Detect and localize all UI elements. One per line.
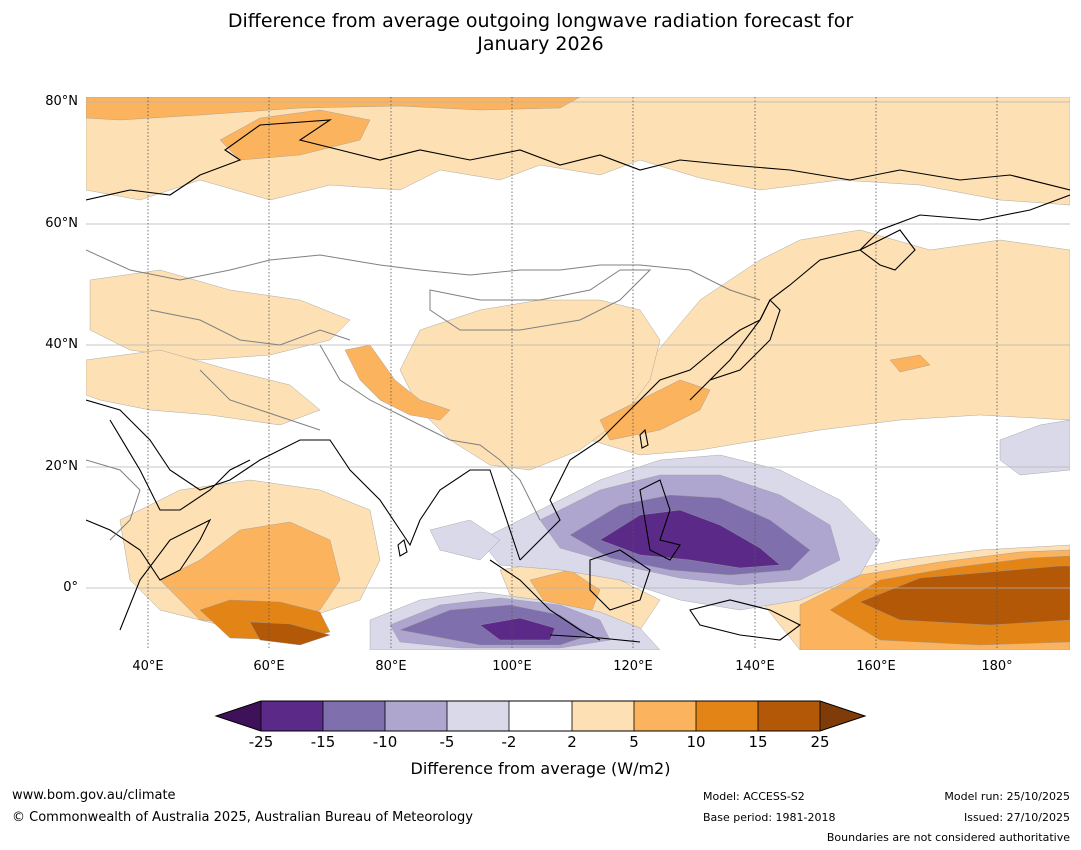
chart-title-line2: January 2026 — [477, 33, 604, 55]
colorbar-arrow-high — [820, 701, 865, 731]
colorbar-dividers — [260, 701, 821, 731]
lon-label-100e: 100°E — [492, 659, 532, 674]
colorbar-bin-8 — [696, 701, 758, 731]
anomaly-region-arctic-strip — [86, 97, 581, 121]
country-borders — [86, 249, 761, 541]
coastline-kamchatka — [858, 229, 916, 271]
border-india-china — [319, 344, 501, 461]
coastline-taiwan — [639, 428, 649, 449]
colorbar-outline — [214, 700, 867, 732]
border-iran-pakistan — [199, 369, 321, 431]
colorbar-bin-4 — [447, 701, 509, 731]
longitude-gridlines — [147, 97, 998, 650]
coastline-arctic — [86, 119, 1070, 201]
lon-label-60e: 60°E — [253, 659, 285, 674]
chart-title: Difference from average outgoing longwav… — [0, 10, 1081, 56]
coastline-arabia — [109, 419, 251, 511]
coastline-africa-horn — [86, 518, 212, 631]
website-link[interactable]: www.bom.gov.au/climate — [12, 788, 176, 803]
colorbar-bin-9 — [758, 701, 820, 731]
anomaly-region-central-pacific — [999, 419, 1070, 476]
colorbar-bin-6 — [572, 701, 634, 731]
colorbar-tick-label: 15 — [748, 733, 768, 751]
colorbar-bin-7 — [634, 701, 696, 731]
lat-label-0: 0° — [63, 580, 78, 595]
coastline-sumatra — [489, 559, 601, 641]
coastline-south-asia — [86, 399, 521, 561]
anomaly-region-south-pacific-max — [859, 565, 1070, 626]
lon-label-180: 180° — [981, 659, 1013, 674]
anomaly-fields — [86, 97, 1070, 650]
model-run-date: Model run: 25/10/2025 — [944, 790, 1070, 803]
colorbar-tick-label: -10 — [372, 733, 398, 751]
coastline-japan — [689, 299, 781, 401]
lat-label-20n: 20°N — [45, 459, 78, 474]
coastline-pacific-asia — [519, 194, 1070, 561]
anomaly-region-central-asia — [89, 269, 351, 361]
colorbar-tick-label: -15 — [310, 733, 336, 751]
colorbar-bin-1 — [261, 701, 323, 731]
border-central-asia — [149, 309, 351, 346]
boundaries-disclaimer: Boundaries are not considered authoritat… — [826, 831, 1070, 844]
anomaly-region-middle-east — [86, 349, 321, 426]
colorbar-bin-2 — [323, 701, 385, 731]
anomaly-region-sumatra-max — [479, 617, 556, 641]
anomaly-region-kara-sea — [219, 109, 371, 161]
coastline-java — [549, 634, 641, 643]
colorbar-tick-label: 25 — [810, 733, 830, 751]
model-name: Model: ACCESS-S2 — [703, 790, 805, 803]
border-indochina — [499, 459, 541, 521]
coastline-philippines — [639, 479, 681, 561]
lat-label-60n: 60°N — [45, 216, 78, 231]
colorbar-tick-label: -5 — [439, 733, 455, 751]
lon-label-140e: 140°E — [735, 659, 775, 674]
latitude-gridlines — [86, 101, 1070, 589]
lat-label-40n: 40°N — [45, 337, 78, 352]
border-russia-south — [86, 249, 761, 301]
issued-date: Issued: 27/10/2025 — [963, 811, 1070, 824]
colorbar-bin-5 — [509, 701, 572, 731]
anomaly-region-east-china-sea — [599, 379, 711, 441]
anomaly-region-indian-ocean-west — [429, 519, 501, 561]
lon-label-40e: 40°E — [132, 659, 164, 674]
olr-anomaly-map — [86, 97, 1070, 650]
coastline-sri-lanka — [397, 539, 408, 557]
copyright-text: © Commonwealth of Australia 2025, Austra… — [12, 810, 473, 825]
border-mongolia — [429, 269, 652, 331]
coastline-borneo — [589, 549, 651, 611]
colorbar-tick-label: 2 — [567, 733, 577, 751]
anomaly-region-tibet — [344, 344, 451, 421]
anomaly-region-arabian-max — [249, 621, 331, 646]
coastlines — [86, 119, 1070, 643]
colorbar-tick-label: -25 — [248, 733, 274, 751]
lon-label-120e: 120°E — [613, 659, 653, 674]
lon-label-80e: 80°E — [375, 659, 407, 674]
base-period: Base period: 1981-2018 — [703, 811, 836, 824]
colorbar-title: Difference from average (W/m2) — [410, 759, 671, 778]
colorbar-tick-label: 5 — [629, 733, 639, 751]
chart-title-line1: Difference from average outgoing longwav… — [227, 10, 854, 32]
colorbar-bin-3 — [385, 701, 447, 731]
lon-label-160e: 160°E — [856, 659, 896, 674]
coastline-new-guinea — [689, 599, 802, 641]
colorbar-tick-label: -2 — [501, 733, 517, 751]
anomaly-region-north-pacific-patch — [889, 354, 931, 373]
lat-label-80n: 80°N — [45, 94, 78, 109]
border-africa — [86, 459, 141, 541]
colorbar-arrow-low — [216, 701, 261, 731]
colorbar-tick-label: 10 — [686, 733, 706, 751]
